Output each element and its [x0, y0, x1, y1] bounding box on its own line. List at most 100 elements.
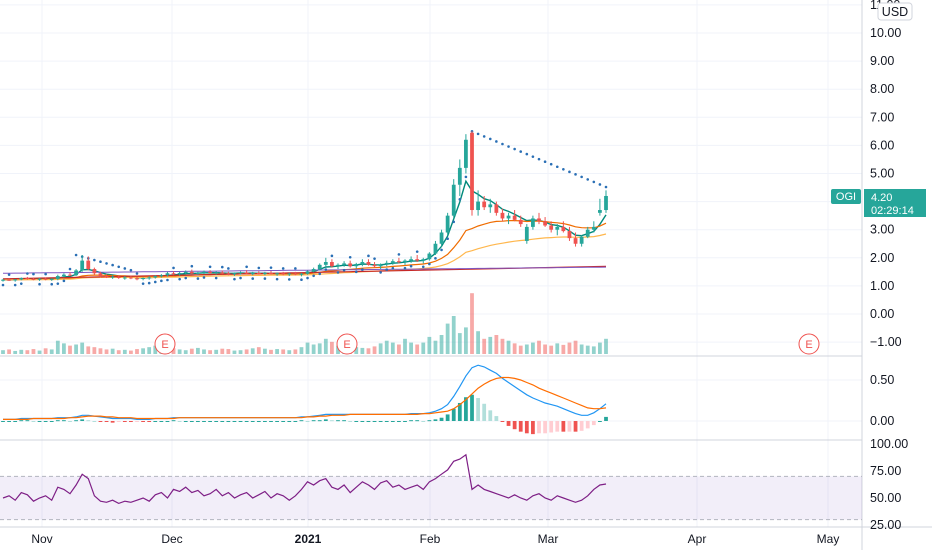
sar-dot	[312, 274, 315, 278]
last-price-label: 4.20	[871, 192, 892, 204]
macd-histogram-bar	[384, 421, 389, 422]
candle-body	[579, 236, 584, 244]
sar-dot	[214, 276, 218, 280]
sar-dot	[263, 277, 267, 280]
macd-histogram-bar	[409, 420, 413, 422]
sar-dot	[318, 272, 322, 276]
candle-body	[62, 274, 66, 277]
candle-body	[129, 277, 133, 279]
candle-body	[518, 219, 523, 225]
volume-bar	[390, 342, 395, 354]
volume-bar	[579, 344, 584, 354]
volume-bar	[122, 349, 127, 354]
sar-dot	[135, 272, 139, 275]
sar-dot	[537, 157, 541, 161]
sar-dot	[166, 278, 169, 282]
candle-body	[421, 259, 426, 261]
volume-bar	[311, 344, 316, 354]
candle-body	[390, 261, 395, 263]
sar-dot	[549, 162, 553, 166]
macd-histogram-bar	[317, 420, 322, 422]
macd-histogram-bar	[378, 421, 383, 422]
last-price-tag: 4.20 02:29:14	[864, 189, 926, 217]
sar-dot	[482, 135, 486, 138]
sar-dot	[330, 254, 334, 258]
sar-dot	[562, 167, 565, 171]
volume-bar	[104, 349, 109, 354]
price-tick-label: 7.00	[870, 110, 894, 124]
macd-histogram-bar	[232, 421, 237, 422]
sar-dot	[1, 283, 5, 287]
volume-bar	[293, 349, 298, 354]
sar-dot	[336, 271, 340, 274]
candle-body	[348, 263, 353, 267]
sar-dot	[147, 281, 151, 285]
sar-dot	[531, 155, 535, 158]
sar-dot	[50, 282, 54, 286]
price-tick-label: 1.00	[870, 279, 894, 293]
volume-bar	[250, 348, 255, 354]
earnings-marker-label: E	[161, 339, 168, 351]
volume-bar	[110, 348, 115, 354]
volume-bar	[183, 350, 188, 354]
candle-body	[250, 272, 255, 274]
macd-histogram-bar	[354, 421, 359, 422]
macd-histogram-bar	[110, 421, 115, 423]
macd-histogram-bar	[518, 421, 523, 432]
price-tick-label: 2.00	[870, 251, 894, 265]
macd-histogram-bar	[256, 421, 261, 422]
volume-bar	[196, 347, 200, 354]
macd-histogram-bar	[80, 419, 85, 421]
macd-histogram-bar	[512, 421, 517, 430]
sar-dot	[26, 272, 29, 275]
volume-bar	[482, 338, 487, 354]
earnings-marker-label: E	[805, 339, 812, 351]
macd-histogram-bar	[549, 421, 554, 433]
currency-badge[interactable]: USD	[877, 2, 913, 21]
volume-bar	[232, 350, 237, 354]
candle-body	[567, 231, 572, 239]
volume-bar	[488, 336, 493, 354]
candle-body	[561, 226, 566, 232]
moving-averages-layer	[2, 179, 607, 281]
candle-body	[263, 272, 267, 274]
earnings-marker	[336, 333, 358, 355]
macd-histogram-bar	[165, 421, 170, 422]
volume-bar	[31, 349, 36, 354]
volume-bar	[464, 327, 468, 354]
macd-histogram-bar	[31, 421, 36, 422]
candle-body	[366, 262, 371, 265]
macd-histogram-bar	[311, 420, 316, 422]
volume-bar	[135, 349, 139, 354]
ma-100-line	[2, 266, 607, 274]
volume-bar	[421, 342, 426, 354]
macd-histogram-bar	[330, 420, 334, 422]
sar-dot	[153, 280, 157, 284]
candle-body	[214, 272, 219, 274]
candle-body	[275, 273, 279, 275]
price-tick-label: 3.00	[870, 223, 894, 237]
candle-body	[1, 279, 5, 281]
sar-dot	[275, 277, 279, 281]
candle-body	[269, 272, 273, 275]
volume-bar	[360, 347, 365, 354]
macd-histogram-bar	[561, 421, 566, 432]
candle-body	[92, 269, 97, 274]
candle-body	[311, 269, 316, 272]
volume-bar	[585, 345, 590, 354]
candle-body	[415, 259, 420, 261]
macd-histogram-bar	[244, 421, 249, 422]
volume-bar	[226, 349, 231, 354]
macd-histogram-bar	[49, 421, 54, 422]
volume-bar	[372, 346, 377, 354]
macd-histogram-bar	[403, 421, 407, 422]
macd-histogram-bar	[591, 421, 596, 426]
macd-layer	[1, 364, 608, 435]
volume-bar	[354, 347, 359, 354]
sar-dot	[354, 270, 358, 274]
candle-body	[500, 212, 505, 219]
